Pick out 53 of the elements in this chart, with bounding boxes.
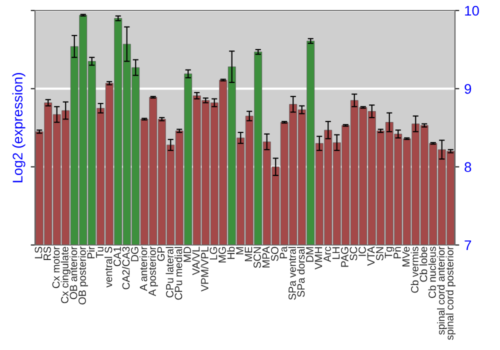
x-tick-label: A posterior bbox=[148, 246, 158, 296]
x-tick-label: Cb nucleus bbox=[428, 246, 436, 298]
x-tick-label: Cx cingulate bbox=[60, 246, 70, 304]
x-tick-label: ME bbox=[244, 246, 252, 262]
x-tick-label: CA2/CA3 bbox=[122, 246, 130, 290]
x-tick-label: Cb lobe bbox=[420, 246, 428, 282]
x-tick-label: CA1 bbox=[114, 246, 121, 266]
x-tick-label: ventral S bbox=[104, 246, 112, 288]
x-tick-label: Cb vermis bbox=[410, 246, 418, 293]
x-tick-label: M bbox=[236, 247, 244, 254]
y-axis-title: Log2 (expression) bbox=[12, 73, 26, 182]
x-tick-label: MVe bbox=[402, 246, 410, 266]
x-tick-label: LG bbox=[210, 247, 218, 260]
x-tick-label: OB posterior bbox=[78, 246, 88, 304]
x-tick-label: SCN bbox=[254, 247, 261, 268]
x-tick-label: IC bbox=[358, 246, 366, 256]
x-tick-label: SN bbox=[376, 247, 384, 260]
x-tick-label: CPu lateral bbox=[166, 247, 174, 298]
x-tick-label: CPu medial bbox=[174, 247, 182, 300]
x-tick-label: Arc bbox=[324, 246, 331, 262]
y-tick-label: 10 bbox=[465, 6, 479, 16]
x-tick-label: MD bbox=[184, 246, 191, 262]
y-tick-label: 9 bbox=[464, 84, 472, 94]
x-tick-label: Tg bbox=[384, 247, 394, 258]
x-tick-label: Hb bbox=[227, 246, 235, 259]
x-tick-label: MG bbox=[218, 247, 226, 262]
x-tick-label: VPM/VPL bbox=[200, 246, 208, 292]
x-tick-label: VA/VL bbox=[192, 246, 200, 276]
x-tick-label: Pn bbox=[394, 247, 401, 258]
x-tick-label: SO bbox=[271, 246, 278, 261]
x-tick-label: DM bbox=[306, 247, 314, 262]
y-tick-label: 8 bbox=[464, 162, 472, 172]
x-tick-label: LH bbox=[332, 247, 340, 259]
x-tick-label: VMH bbox=[314, 247, 322, 270]
x-tick-label: spinal cord posterior bbox=[446, 246, 456, 340]
x-tick-label: MPA bbox=[262, 246, 270, 268]
x-tick-label: A anterior bbox=[140, 246, 148, 291]
x-tick-label: SC bbox=[350, 246, 358, 260]
x-tick-label: Pir bbox=[87, 246, 95, 258]
x-tick-label: spinal cord anterior bbox=[437, 246, 447, 335]
x-tick-label: RS bbox=[44, 246, 51, 260]
x-tick-label: Pa bbox=[280, 246, 288, 258]
x-tick-label: LS bbox=[34, 246, 42, 258]
x-tick-label: DG bbox=[131, 247, 138, 262]
x-tick-label: SPa ventral bbox=[288, 247, 296, 300]
x-tick-label: PAG bbox=[341, 247, 348, 267]
x-tick-label: OB anterior bbox=[70, 246, 78, 300]
x-tick-label: GP bbox=[157, 246, 165, 261]
x-tick-label: VTA bbox=[367, 246, 375, 266]
x-tick-label: SPa dorsal bbox=[297, 247, 305, 297]
x-tick-label: Tu bbox=[96, 247, 104, 258]
y-tick-label: 7 bbox=[464, 240, 472, 250]
x-tick-label: Cx motor bbox=[52, 246, 60, 288]
